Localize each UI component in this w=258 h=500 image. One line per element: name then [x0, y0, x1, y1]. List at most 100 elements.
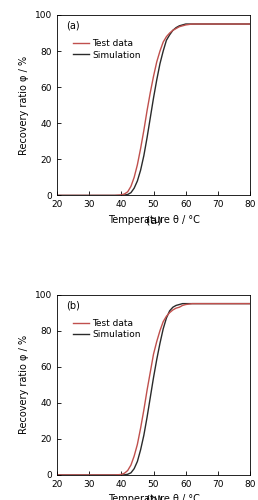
Line: Simulation: Simulation — [57, 304, 250, 475]
Simulation — [249, 300, 252, 306]
Simulation — [178, 23, 181, 29]
Simulation — [87, 192, 91, 198]
Test data — [71, 192, 74, 198]
Test data — [249, 21, 252, 27]
Simulation — [168, 308, 171, 314]
Test data — [126, 468, 129, 473]
Simulation — [120, 472, 123, 478]
Test data — [149, 369, 152, 375]
Test data — [113, 472, 116, 478]
Test data — [174, 26, 178, 32]
Simulation — [174, 302, 178, 308]
Test data — [184, 22, 187, 28]
Test data — [216, 300, 220, 306]
Test data — [71, 472, 74, 478]
Test data — [123, 470, 126, 476]
Simulation — [139, 167, 142, 173]
Test data — [210, 300, 213, 306]
Text: (a): (a) — [67, 20, 80, 30]
Text: (a): (a) — [146, 216, 161, 226]
Test data — [120, 192, 123, 198]
Test data — [216, 21, 220, 27]
X-axis label: Temperature θ / °C: Temperature θ / °C — [108, 494, 199, 500]
Simulation — [200, 300, 203, 306]
Simulation — [171, 304, 174, 310]
Simulation — [155, 356, 158, 362]
Legend: Test data, Simulation: Test data, Simulation — [69, 36, 144, 63]
Test data — [139, 146, 142, 152]
Simulation — [55, 192, 58, 198]
Test data — [200, 300, 203, 306]
Test data — [139, 425, 142, 431]
Simulation — [200, 21, 203, 27]
Test data — [113, 192, 116, 198]
Simulation — [191, 300, 194, 306]
Simulation — [136, 178, 139, 184]
Simulation — [233, 300, 236, 306]
Simulation — [181, 22, 184, 28]
Simulation — [178, 302, 181, 308]
Test data — [181, 302, 184, 308]
Text: (b): (b) — [146, 495, 162, 500]
Simulation — [210, 300, 213, 306]
Simulation — [210, 21, 213, 27]
Test data — [178, 304, 181, 310]
Test data — [191, 300, 194, 306]
Test data — [133, 174, 136, 180]
Simulation — [113, 472, 116, 478]
Test data — [133, 453, 136, 459]
Test data — [165, 314, 168, 320]
Line: Simulation: Simulation — [57, 24, 250, 196]
Simulation — [87, 472, 91, 478]
Simulation — [168, 32, 171, 38]
Test data — [142, 407, 146, 413]
Simulation — [152, 374, 155, 380]
Test data — [155, 338, 158, 344]
Simulation — [55, 472, 58, 478]
Line: Test data: Test data — [57, 24, 250, 196]
Test data — [152, 74, 155, 80]
Test data — [87, 472, 91, 478]
Test data — [174, 305, 178, 311]
Test data — [158, 328, 162, 334]
Simulation — [155, 77, 158, 83]
Test data — [249, 300, 252, 306]
Simulation — [146, 134, 149, 140]
Test data — [129, 184, 133, 190]
Y-axis label: Recovery ratio φ / %: Recovery ratio φ / % — [19, 56, 29, 155]
Simulation — [146, 414, 149, 420]
Simulation — [133, 466, 136, 471]
Test data — [87, 192, 91, 198]
Test data — [168, 30, 171, 36]
Simulation — [136, 458, 139, 464]
Simulation — [162, 326, 165, 332]
Test data — [165, 34, 168, 40]
Simulation — [233, 21, 236, 27]
Test data — [103, 472, 107, 478]
Simulation — [103, 472, 107, 478]
Simulation — [103, 192, 107, 198]
Simulation — [123, 192, 126, 198]
Test data — [146, 387, 149, 393]
Simulation — [184, 300, 187, 306]
Test data — [233, 300, 236, 306]
Simulation — [158, 60, 162, 66]
Simulation — [139, 446, 142, 452]
Legend: Test data, Simulation: Test data, Simulation — [69, 316, 144, 343]
Simulation — [184, 21, 187, 27]
Test data — [129, 462, 133, 468]
Test data — [158, 48, 162, 54]
Test data — [233, 21, 236, 27]
Test data — [162, 318, 165, 324]
Simulation — [171, 28, 174, 34]
Simulation — [165, 38, 168, 44]
Simulation — [71, 472, 74, 478]
Test data — [181, 23, 184, 29]
Simulation — [216, 300, 220, 306]
Simulation — [158, 340, 162, 346]
Test data — [210, 21, 213, 27]
Test data — [136, 442, 139, 448]
Test data — [149, 90, 152, 96]
X-axis label: Temperature θ / °C: Temperature θ / °C — [108, 215, 199, 225]
Test data — [142, 128, 146, 134]
